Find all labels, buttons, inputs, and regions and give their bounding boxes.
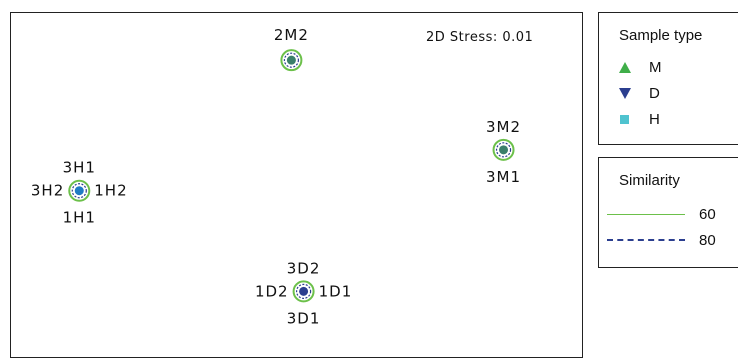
triangle-up-icon	[619, 62, 631, 73]
point-label: 1H2	[94, 182, 127, 200]
similarity-contour-80	[283, 52, 300, 68]
similarity-legend: Similarity 60 80	[598, 157, 738, 268]
legend-item-d-label: D	[649, 84, 660, 102]
similarity-contour-80	[71, 183, 87, 199]
mds-scatter-plot: 2D Stress: 0.01 2M2 3M2 3M1 3H1 3H2 1H2 1H1 3D2…	[31, 26, 533, 327]
legend-item-m-label: M	[649, 58, 662, 76]
similarity-contour-80	[495, 142, 512, 158]
sample-type-legend-title: Sample type	[619, 27, 703, 44]
data-point-3h	[74, 186, 84, 196]
data-point-3m	[499, 145, 509, 155]
similarity-item-60-label: 60	[699, 205, 716, 223]
similarity-contour-60	[68, 179, 91, 202]
point-label: 3H2	[31, 182, 64, 200]
data-point-2m	[286, 55, 296, 65]
legend-item-m: M	[615, 56, 662, 78]
similarity-item-80: 80	[607, 229, 716, 251]
point-label: 2M2	[274, 26, 309, 44]
similarity-item-80-label: 80	[699, 231, 716, 249]
legend-item-d: D	[615, 82, 660, 104]
similarity-contour-60	[280, 49, 303, 72]
point-label: 3D1	[287, 309, 321, 327]
sample-type-legend: Sample type M D H	[598, 12, 738, 145]
point-label: 1D2	[255, 282, 289, 300]
point-label: 3D2	[287, 259, 321, 277]
dashed-line-icon	[607, 239, 685, 241]
point-label: 3M1	[486, 168, 521, 186]
data-point-3d	[299, 286, 309, 296]
similarity-item-60: 60	[607, 203, 716, 225]
plot-area: 2D Stress: 0.01 2M2 3M2 3M1 3H1 3H2 1H2 1H1 3D2…	[10, 12, 583, 358]
stress-label: 2D Stress: 0.01	[426, 30, 533, 45]
solid-line-icon	[607, 213, 685, 215]
similarity-contour-60	[492, 138, 515, 161]
similarity-contour-60	[292, 280, 315, 303]
legend-item-h: H	[615, 108, 660, 130]
triangle-down-icon	[619, 88, 631, 99]
similarity-legend-title: Similarity	[619, 172, 680, 189]
point-label: 1H1	[63, 209, 96, 227]
similarity-contour-80	[295, 283, 312, 299]
square-icon	[620, 115, 629, 124]
point-label: 1D1	[319, 282, 353, 300]
point-label: 3M2	[486, 118, 521, 136]
legend-item-h-label: H	[649, 110, 660, 128]
point-label: 3H1	[63, 159, 96, 177]
